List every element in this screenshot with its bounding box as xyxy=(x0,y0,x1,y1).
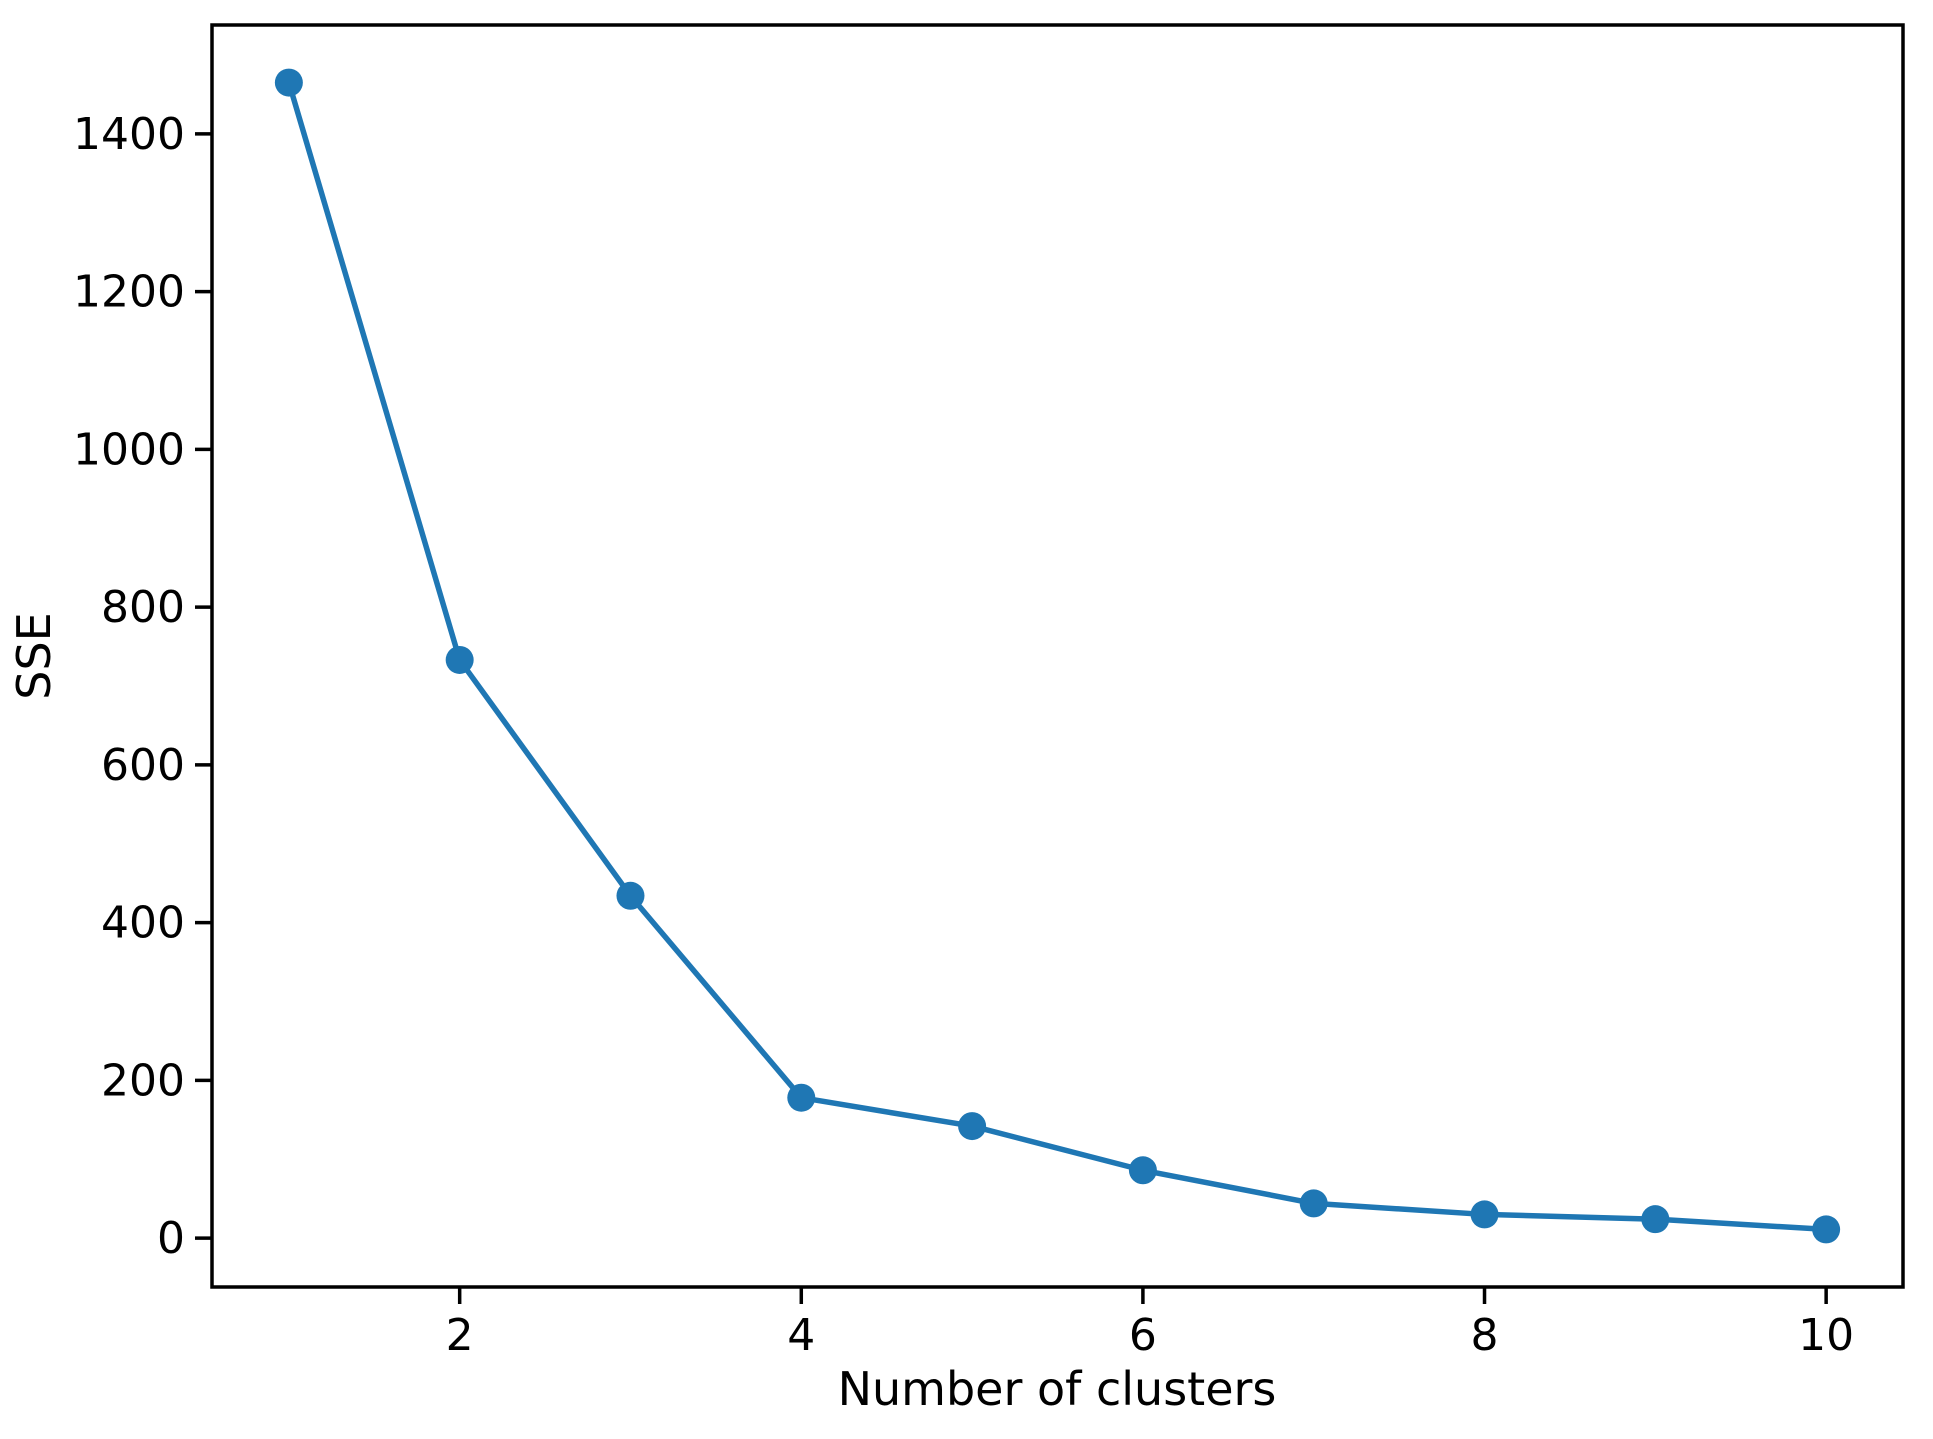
y-axis-ticks: 0 200 400 600 800 1000 1200 1400 xyxy=(73,109,212,1264)
data-point-marker xyxy=(787,1083,816,1112)
x-tick-label: 2 xyxy=(446,1310,474,1361)
y-tick-label: 200 xyxy=(101,1055,185,1106)
data-point-marker xyxy=(1128,1156,1157,1185)
y-tick-label: 0 xyxy=(157,1213,185,1264)
data-point-marker xyxy=(1641,1205,1670,1234)
y-tick-label: 800 xyxy=(101,582,185,633)
y-tick-label: 1000 xyxy=(73,424,185,475)
y-tick-label: 600 xyxy=(101,740,185,791)
data-point-marker xyxy=(274,68,303,97)
sse-line-series xyxy=(274,68,1841,1244)
y-tick-label: 1400 xyxy=(73,109,185,160)
plot-frame xyxy=(210,23,1905,1289)
y-axis-label: SSE xyxy=(7,612,61,699)
x-axis-label: Number of clusters xyxy=(838,1362,1277,1416)
data-point-marker xyxy=(1470,1200,1499,1229)
x-tick-label: 10 xyxy=(1798,1310,1854,1361)
data-point-marker xyxy=(445,645,474,674)
x-tick-label: 6 xyxy=(1129,1310,1157,1361)
data-point-marker xyxy=(958,1112,987,1141)
x-axis-ticks: 2 4 6 8 10 xyxy=(446,1287,1854,1361)
x-tick-label: 8 xyxy=(1471,1310,1499,1361)
y-tick-label: 400 xyxy=(101,898,185,949)
sse-line xyxy=(286,79,1829,1233)
data-point-marker xyxy=(1299,1189,1328,1218)
data-point-marker xyxy=(1812,1215,1841,1244)
data-point-marker xyxy=(616,881,645,910)
y-tick-label: 1200 xyxy=(73,267,185,318)
x-tick-label: 4 xyxy=(787,1310,815,1361)
